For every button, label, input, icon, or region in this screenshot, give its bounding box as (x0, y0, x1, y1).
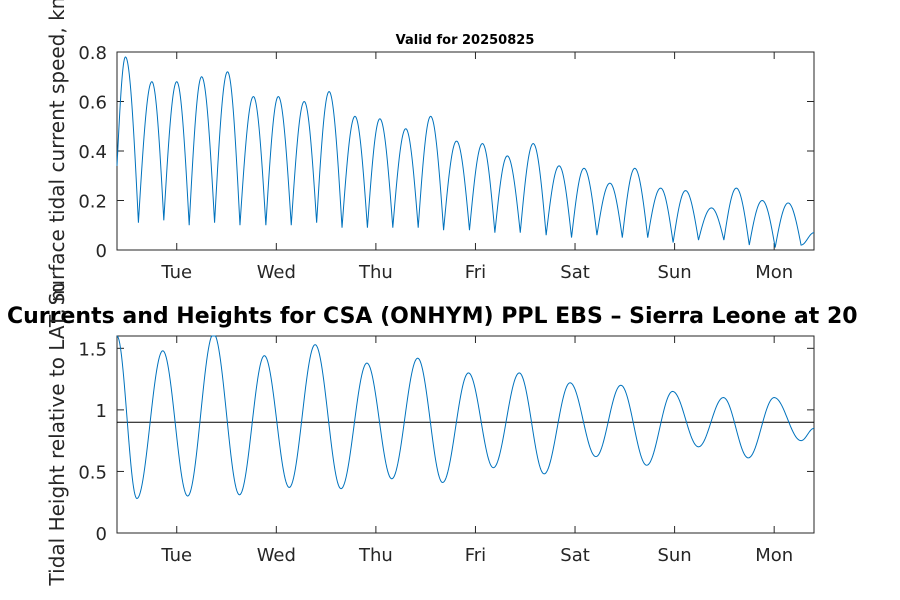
current-speed-series-line (116, 56, 815, 248)
height-xtick-label: Tue (160, 545, 192, 566)
current-speed-panel: Valid for 20250825 00.20.40.60.8 Tue Wed T… (45, 0, 815, 305)
height-xtick-label: Sun (657, 545, 691, 566)
current-y-axis-label: Surface tidal current speed, kn (45, 0, 69, 305)
height-ytick-label: 0 (96, 524, 107, 545)
current-ytick-label: 0.2 (78, 192, 107, 213)
current-y-tick-labels: 0 0.2 0.4 0.6 0.8 (78, 43, 107, 262)
current-ytick-label: 0.4 (78, 142, 107, 163)
height-xtick-label: Mon (755, 545, 793, 566)
height-y-tick-labels: 0 0.5 1 1.5 (78, 339, 107, 545)
current-x-tick-labels: Tue Wed Thu Fri Sat Sun Mon (160, 262, 793, 283)
current-xtick-label: Fri (465, 262, 486, 283)
current-ytick-label: 0.6 (78, 93, 107, 114)
height-xtick-label: Thu (358, 545, 393, 566)
height-ytick-label: 0.5 (78, 462, 107, 483)
current-xtick-label: Sun (657, 262, 691, 283)
height-y-axis-label: Tidal Height relative to LAT, m (45, 283, 69, 587)
current-plot-area (116, 51, 815, 251)
height-ytick-label: 1.5 (78, 339, 107, 360)
height-x-tick-labels: Tue Wed Thu Fri Sat Sun Mon (160, 545, 793, 566)
height-ytick-label: 1 (96, 401, 107, 422)
current-xtick-label: Sat (560, 262, 590, 283)
height-xtick-label: Wed (257, 545, 296, 566)
height-plot-area (116, 335, 815, 534)
current-tick-marks (117, 51, 814, 251)
current-xtick-label: Wed (257, 262, 296, 283)
current-panel-title: Valid for 20250825 (396, 33, 535, 48)
current-xtick-label: Mon (755, 262, 793, 283)
height-xtick-label: Sat (560, 545, 590, 566)
tidal-height-series-line (116, 335, 815, 500)
tidal-height-panel: Currents and Heights for CSA (ONHYM) PPL… (7, 283, 858, 587)
current-ytick-label: 0 (96, 241, 107, 262)
height-tick-marks (117, 336, 814, 534)
current-xtick-label: Tue (160, 262, 192, 283)
current-ytick-label: 0.8 (78, 43, 107, 64)
height-xtick-label: Fri (465, 545, 486, 566)
main-figure-title: Currents and Heights for CSA (ONHYM) PPL… (7, 304, 858, 329)
current-xtick-label: Thu (358, 262, 393, 283)
